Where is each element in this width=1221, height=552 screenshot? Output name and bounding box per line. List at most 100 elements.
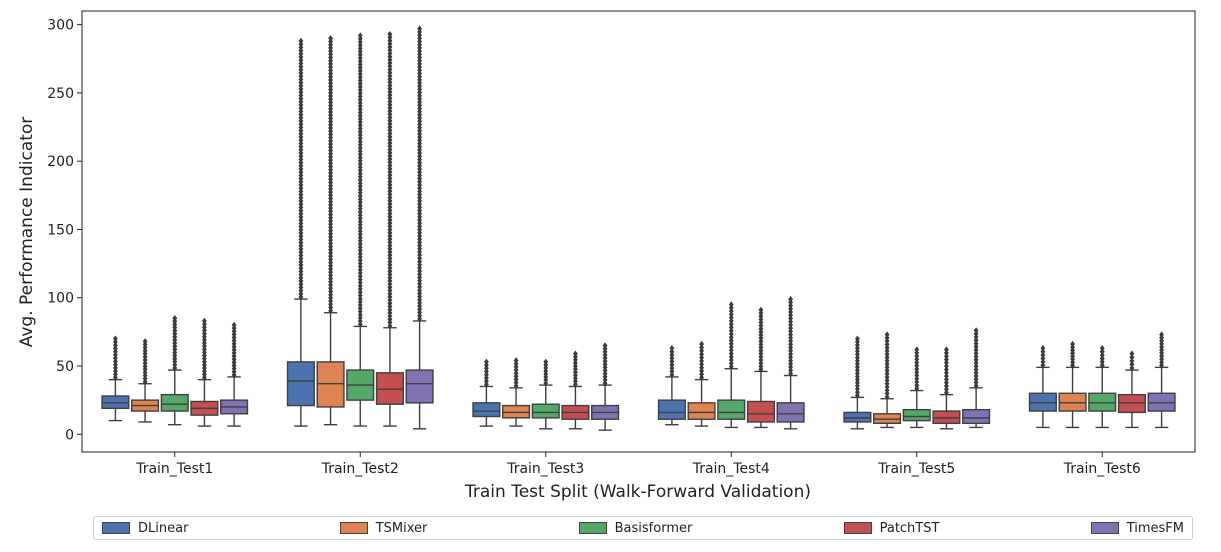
- outlier-points: [387, 31, 393, 329]
- y-tick-label: 150: [47, 222, 74, 238]
- outlier-points: [172, 315, 178, 372]
- legend-swatch: [843, 522, 872, 534]
- iqr-box: [902, 408, 931, 422]
- y-tick-label: 0: [65, 427, 74, 443]
- y-tick-label: 100: [47, 291, 74, 307]
- y-tick-label: 250: [47, 86, 74, 102]
- plot-frame: [81, 10, 1196, 453]
- x-tick-label: Train_Test5: [877, 461, 955, 477]
- legend-label: TimesFM: [1126, 520, 1184, 536]
- x-axis-label: Train Test Split (Walk-Forward Validatio…: [464, 482, 811, 502]
- x-tick-label: Train_Test4: [692, 461, 770, 477]
- outlier-points: [855, 335, 860, 399]
- x-tick-label: Train_Test3: [506, 461, 584, 477]
- chart-legend: DLinear TSMixer Basisformer PatchTST TimesFM: [93, 516, 1193, 540]
- box-dlinear-train_test5: [843, 335, 872, 430]
- legend-item-timesfm: TimesFM: [1090, 520, 1184, 536]
- box-tsmixer-train_test6: [1058, 340, 1087, 429]
- legend-swatch: [1090, 522, 1119, 534]
- outlier-points: [543, 358, 549, 387]
- box-patchtst-train_test3: [561, 350, 590, 430]
- outlier-points: [484, 358, 489, 388]
- iqr-box: [657, 399, 686, 420]
- box-tsmixer-train_test5: [873, 331, 902, 429]
- iqr-box: [687, 402, 716, 420]
- box-patchtst-train_test2: [375, 31, 404, 427]
- iqr-box: [472, 402, 501, 418]
- outlier-points: [973, 327, 979, 389]
- legend-item-tsmixer: TSMixer: [339, 520, 428, 536]
- outlier-points: [1159, 331, 1164, 369]
- box-basisformer-train_test1: [160, 315, 189, 426]
- box-tsmixer-train_test4: [687, 340, 716, 427]
- outlier-points: [1129, 350, 1135, 372]
- outlier-points: [113, 335, 118, 381]
- x-tick-label: Train_Test2: [321, 461, 399, 477]
- box-timesfm-train_test4: [776, 295, 805, 430]
- box-timesfm-train_test3: [591, 342, 620, 431]
- box-dlinear-train_test3: [472, 358, 501, 427]
- iqr-box: [286, 361, 315, 407]
- outlier-points: [202, 317, 207, 381]
- outlier-points: [884, 331, 890, 400]
- box-basisformer-train_test3: [531, 358, 560, 430]
- x-tick-label: Train_Test1: [135, 461, 213, 477]
- legend-label: TSMixer: [375, 520, 428, 536]
- legend-swatch: [339, 522, 368, 534]
- outlier-points: [513, 357, 519, 389]
- outlier-points: [417, 25, 422, 323]
- box-timesfm-train_test2: [405, 25, 434, 430]
- legend-label: PatchTST: [879, 520, 940, 536]
- box-dlinear-train_test1: [101, 335, 130, 422]
- outlier-points: [728, 301, 734, 370]
- outlier-points: [758, 306, 764, 373]
- outlier-points: [1070, 340, 1075, 369]
- outlier-points: [298, 37, 304, 301]
- box-tsmixer-train_test1: [131, 338, 160, 423]
- box-dlinear-train_test2: [286, 37, 315, 427]
- legend-swatch: [102, 522, 130, 534]
- outlier-points: [602, 342, 608, 387]
- iqr-box: [717, 399, 746, 420]
- y-tick-label: 300: [47, 18, 74, 34]
- outlier-points: [573, 350, 578, 388]
- iqr-box: [776, 402, 805, 423]
- box-dlinear-train_test4: [657, 345, 686, 426]
- iqr-box: [531, 403, 560, 419]
- y-tick-label: 50: [56, 359, 74, 375]
- outlier-points: [699, 340, 704, 381]
- outlier-points: [142, 338, 148, 385]
- outlier-points: [328, 35, 333, 314]
- y-axis-label: Avg. Performance Indicator: [17, 117, 37, 348]
- iqr-box: [405, 369, 434, 404]
- box-tsmixer-train_test2: [316, 35, 345, 426]
- x-tick-label: Train_Test6: [1063, 461, 1141, 477]
- box-patchtst-train_test1: [190, 317, 219, 427]
- outlier-points: [914, 346, 920, 392]
- outlier-points: [944, 346, 949, 396]
- y-tick-label: 200: [47, 154, 74, 170]
- outlier-points: [357, 32, 363, 328]
- box-patchtst-train_test5: [932, 346, 961, 430]
- box-dlinear-train_test6: [1028, 345, 1057, 429]
- legend-item-patchtst: PatchTST: [843, 520, 940, 536]
- outlier-points: [231, 321, 237, 379]
- box-basisformer-train_test2: [346, 32, 375, 427]
- box-tsmixer-train_test3: [502, 357, 531, 427]
- box-patchtst-train_test6: [1117, 350, 1146, 429]
- iqr-box: [962, 408, 991, 425]
- box-timesfm-train_test6: [1147, 331, 1176, 429]
- box-timesfm-train_test1: [220, 321, 249, 427]
- box-patchtst-train_test4: [746, 306, 775, 429]
- outlier-points: [1099, 345, 1105, 369]
- legend-label: DLinear: [138, 520, 189, 536]
- box-basisformer-train_test5: [902, 346, 931, 429]
- box-basisformer-train_test6: [1088, 345, 1117, 429]
- iqr-box: [160, 393, 189, 412]
- box-timesfm-train_test5: [962, 327, 991, 429]
- outlier-points: [669, 345, 675, 379]
- legend-item-basisformer: Basisformer: [578, 520, 693, 536]
- legend-label: Basisformer: [614, 520, 693, 536]
- legend-item-dlinear: DLinear: [102, 521, 188, 536]
